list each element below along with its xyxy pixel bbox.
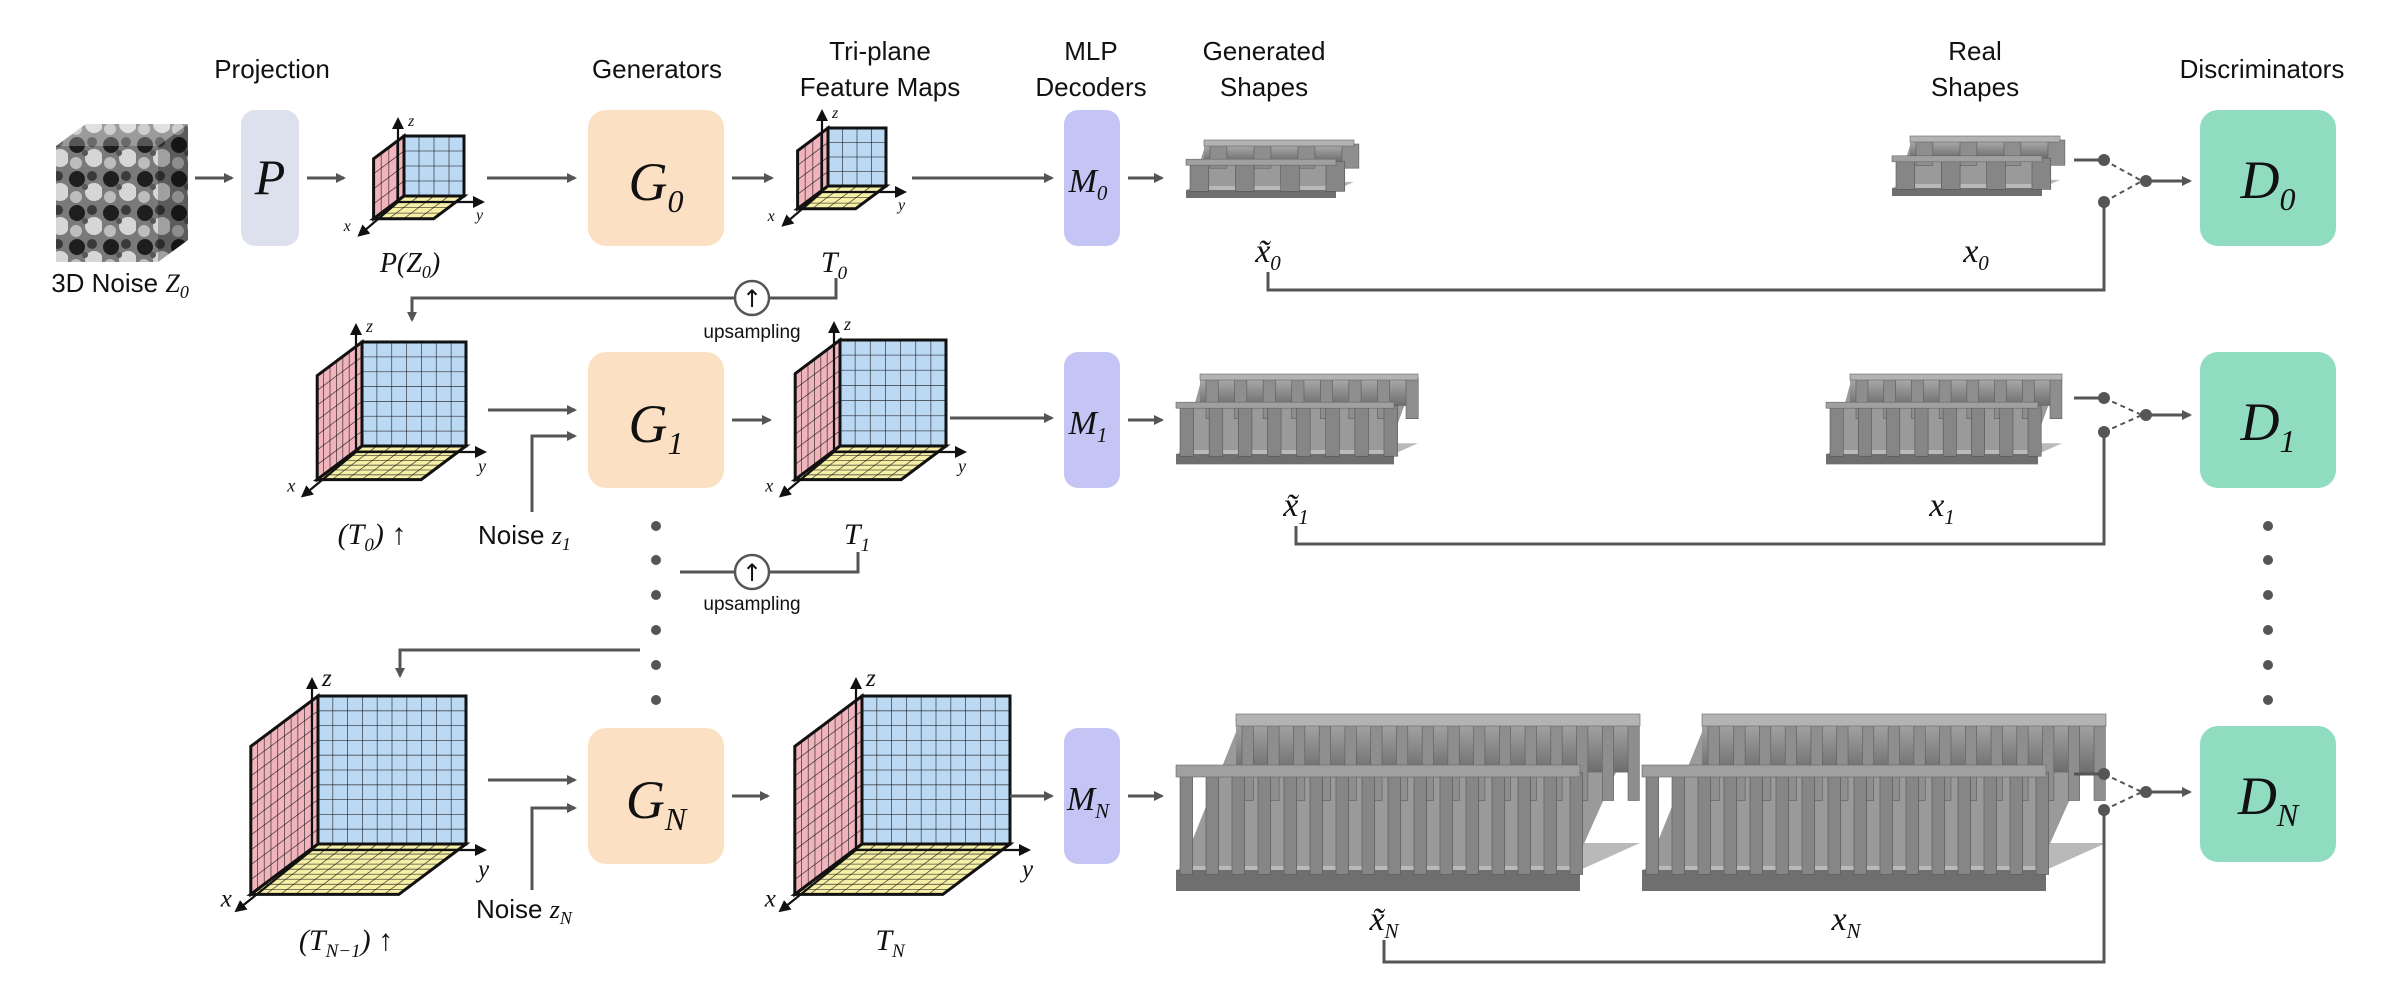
triplane-t0: z y x: [767, 105, 907, 227]
generated-shape-0: [1185, 139, 1360, 198]
triplane-p-z0: z y x: [343, 113, 485, 237]
connector-dn: [2074, 768, 2192, 816]
noise-zn-label: Noise zN: [476, 894, 573, 928]
generator-g0: [588, 110, 724, 246]
discriminator-dn: [2200, 726, 2336, 862]
svg-text:y: y: [896, 197, 906, 214]
label-tn-1-up: (TN−1) ↑: [299, 924, 393, 962]
triplane-tn: z y x: [764, 665, 1034, 912]
svg-text:x: x: [286, 476, 295, 496]
real-shape-0: [1891, 135, 2066, 196]
generator-g1: [588, 352, 724, 488]
decoder-m0: [1064, 110, 1120, 246]
real-shape-1: [1825, 373, 2063, 465]
upsampling-label-1: upsampling: [703, 322, 800, 343]
ellipsis-generators: [651, 521, 661, 705]
svg-text:y: y: [475, 856, 490, 883]
svg-text:x: x: [220, 885, 232, 912]
discriminator-d0-label: D0: [2240, 150, 2296, 217]
noise-cube-image: [56, 124, 188, 262]
label-x-tilde-0: x̃0: [1254, 233, 1281, 275]
triplane-t0-up: z y x: [286, 316, 487, 498]
svg-text:y: y: [476, 456, 486, 476]
header-discriminators: Discriminators: [2180, 54, 2345, 84]
generated-shape-1: [1175, 373, 1419, 465]
generator-g0-label: G0: [629, 152, 684, 219]
svg-text:↑: ↑: [742, 285, 762, 313]
label-t0-up: (T0) ↑: [338, 518, 407, 556]
header-real-line1: Real: [1948, 36, 2001, 66]
projection-block: [241, 110, 299, 246]
svg-text:z: z: [407, 113, 415, 130]
discriminator-dn-label: DN: [2237, 766, 2300, 833]
noise-label: 3D Noise Z0: [51, 268, 189, 302]
generated-shape-n: [1175, 713, 1641, 891]
connector-d1: [2074, 392, 2192, 438]
decoder-m0-label: M0: [1068, 163, 1108, 205]
label-p-z0: P(Z0): [379, 248, 440, 282]
label-x-1: x1: [1928, 487, 1955, 529]
label-x-0: x0: [1962, 233, 1989, 275]
header-projection: Projection: [214, 54, 330, 84]
label-x-tilde-1: x̃1: [1282, 487, 1309, 529]
header-real-line2: Shapes: [1931, 72, 2019, 102]
label-t1: T1: [844, 518, 870, 556]
svg-text:z: z: [321, 665, 332, 692]
svg-text:x: x: [767, 208, 775, 225]
header-mlp-line1: MLP: [1064, 36, 1117, 66]
svg-text:y: y: [474, 207, 484, 224]
decoder-mn: [1064, 728, 1120, 864]
upsampling-icon-2: [733, 553, 771, 591]
svg-text:z: z: [843, 314, 851, 334]
label-t0: T0: [821, 246, 848, 284]
generator-gn: [588, 728, 724, 864]
connector-d0: [2074, 154, 2192, 208]
label-x-tilde-n: x̃N: [1368, 901, 1399, 943]
header-mlp-line2: Decoders: [1035, 72, 1146, 102]
real-shape-n: [1641, 713, 2107, 891]
header-generated-line1: Generated: [1203, 36, 1326, 66]
projection-symbol: P: [254, 149, 286, 205]
upsampling-label-2: upsampling: [703, 594, 800, 615]
triplane-tn-1-up: z y x: [220, 665, 490, 912]
decoder-m1: [1064, 352, 1120, 488]
discriminator-d1: [2200, 352, 2336, 488]
decoder-m1-label: M1: [1068, 405, 1108, 447]
svg-text:z: z: [831, 105, 839, 122]
label-tn: TN: [875, 924, 906, 962]
label-x-n: xN: [1830, 901, 1861, 943]
svg-text:x: x: [343, 218, 351, 235]
header-triplane-line2: Feature Maps: [800, 72, 960, 102]
discriminator-d0: [2200, 110, 2336, 246]
svg-text:x: x: [764, 885, 776, 912]
header-generators: Generators: [592, 54, 722, 84]
svg-text:x: x: [764, 476, 773, 496]
svg-text:y: y: [956, 456, 966, 476]
header-triplane-line1: Tri-plane: [829, 36, 931, 66]
triplane-t1: z y x: [764, 314, 967, 498]
discriminator-d1-label: D1: [2240, 392, 2296, 459]
generator-gn-label: GN: [626, 770, 688, 837]
decoder-mn-label: MN: [1066, 781, 1110, 823]
noise-z1-label: Noise z1: [478, 520, 571, 554]
svg-text:↑: ↑: [742, 559, 762, 587]
generator-g1-label: G1: [629, 394, 684, 461]
svg-text:y: y: [1019, 856, 1034, 883]
header-generated-line2: Shapes: [1220, 72, 1308, 102]
upsampling-icon-1: [733, 279, 771, 317]
svg-text:z: z: [365, 316, 373, 336]
svg-text:z: z: [865, 665, 876, 692]
ellipsis-discriminators: [2263, 521, 2273, 705]
